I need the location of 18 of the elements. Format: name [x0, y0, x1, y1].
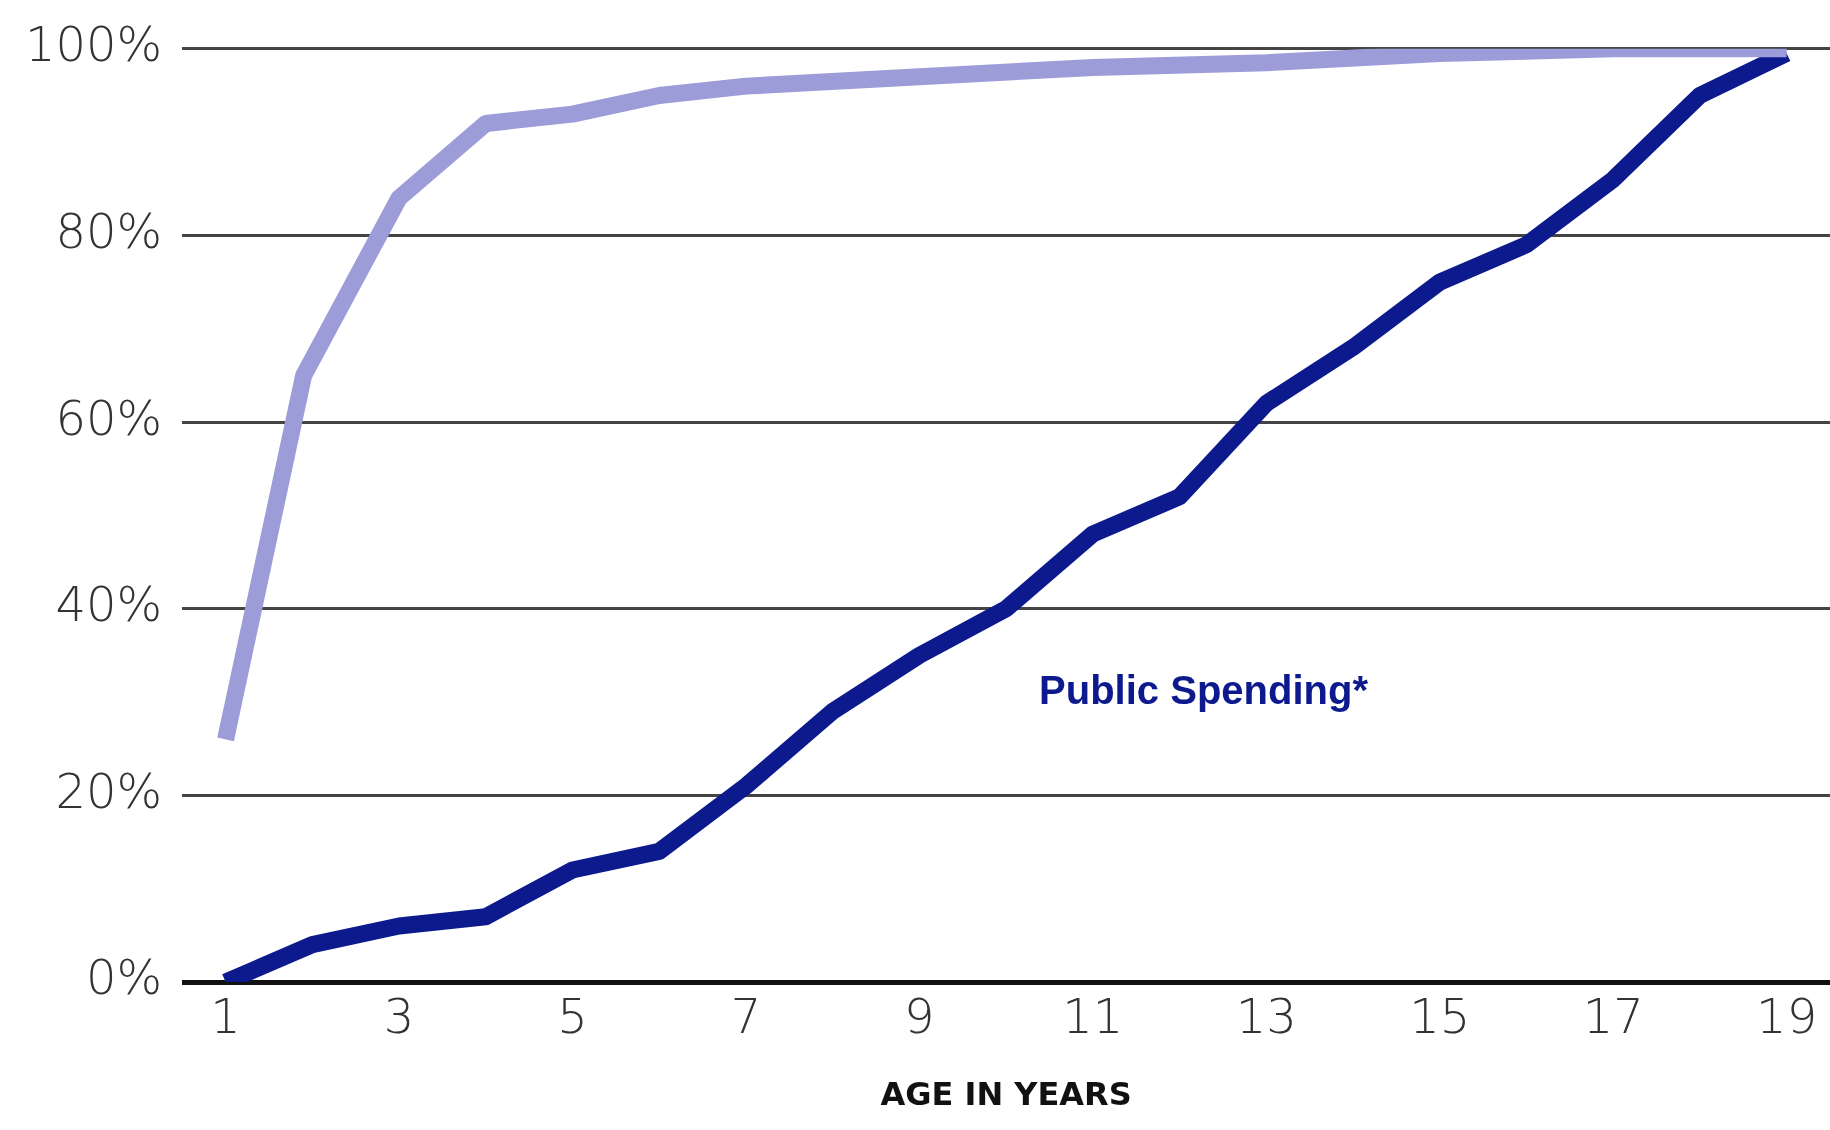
y-tick-label: 40% — [55, 576, 163, 633]
x-tick-label: 9 — [904, 988, 935, 1045]
y-tick-label: 0% — [86, 949, 163, 1006]
x-tick-label: 11 — [1062, 988, 1124, 1045]
y-tick-label: 20% — [55, 762, 163, 819]
x-tick-label: 17 — [1582, 988, 1644, 1045]
x-tick-label: 1 — [210, 988, 241, 1045]
x-tick-label: 7 — [730, 988, 762, 1045]
y-tick-label: 80% — [55, 202, 163, 259]
y-tick-label: 100% — [24, 16, 163, 73]
x-tick-label: 19 — [1756, 988, 1818, 1045]
series-label: Public Spending* — [1039, 667, 1369, 712]
x-axis-title: AGE IN YEARS — [880, 1075, 1132, 1114]
x-tick-label: 5 — [557, 988, 588, 1045]
x-tick-label: 13 — [1235, 988, 1297, 1045]
y-tick-label: 60% — [55, 389, 163, 446]
x-tick-label: 15 — [1409, 988, 1471, 1045]
x-tick-label: 3 — [383, 988, 415, 1045]
